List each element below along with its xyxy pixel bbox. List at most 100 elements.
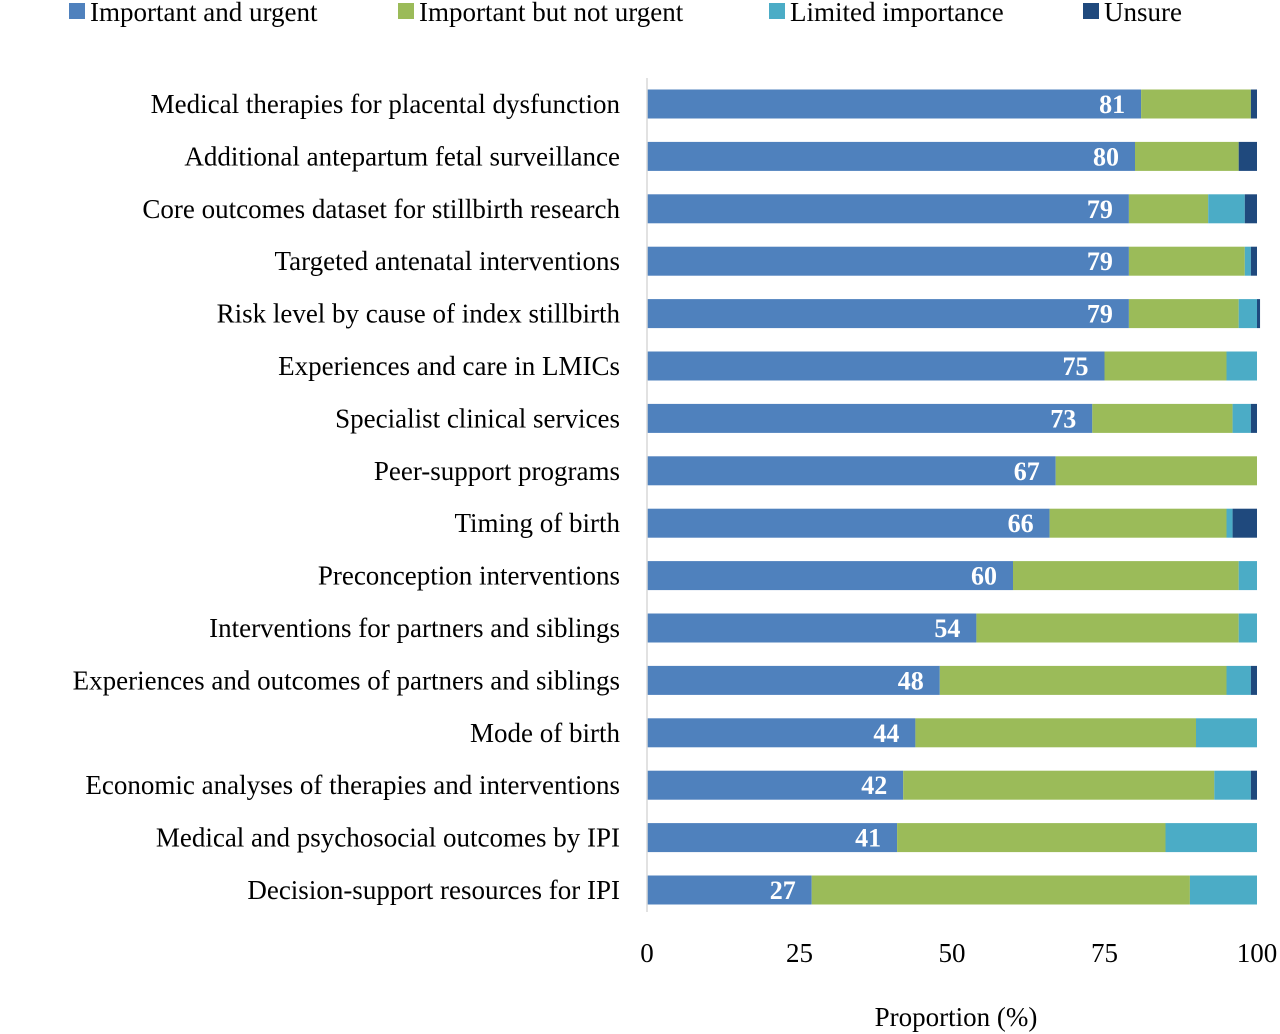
bar-segment [647,718,916,748]
category-label: Timing of birth [454,508,620,538]
data-labels: 81 80 79 79 79 75 73 67 66 60 54 48 44 42 41 27 [770,90,1125,905]
legend-label: Important but not urgent [419,0,684,27]
bar-segment [1165,823,1257,853]
category-label: Additional antepartum fetal surveillance [184,141,620,171]
category-label: Specialist clinical services [335,403,620,433]
category-label: Targeted antenatal interventions [275,246,620,276]
bar-segment [811,875,1190,905]
bar-segment [647,456,1056,486]
bar-segment [1238,141,1257,171]
bar-segment [1104,351,1227,381]
bar-segment [647,141,1135,171]
category-label: Medical and psychosocial outcomes by IPI [156,823,620,853]
category-label: Economic analyses of therapies and inter… [85,770,620,800]
bar-segment [1189,875,1257,905]
category-label: Interventions for partners and siblings [209,613,620,643]
bar-segment [1214,770,1251,800]
data-label: 42 [861,771,887,800]
bar-segment [1232,403,1251,433]
category-label: Medical therapies for placental dysfunct… [151,89,621,119]
bar-segment [647,665,940,695]
bar-segment [1238,613,1257,643]
bar-segment [1128,299,1239,329]
category-label: Decision-support resources for IPI [247,875,620,905]
category-label: Preconception interventions [318,561,620,591]
data-label: 48 [898,666,924,695]
data-label: 67 [1014,457,1040,486]
bar-segment [1226,508,1233,538]
legend-swatch [1083,3,1099,19]
bar-segment [647,561,1013,591]
bar-segment [1250,665,1257,695]
category-label: Mode of birth [470,718,620,748]
bar-segment [1244,194,1257,224]
bar-segment [1226,351,1257,381]
legend-swatch [769,3,785,19]
bar-segment [1135,141,1239,171]
bar-segment [647,299,1129,329]
bar-segment [647,403,1093,433]
bar-segment [1257,299,1261,329]
bar-segment [976,613,1239,643]
data-label: 79 [1087,195,1113,224]
data-label: 79 [1087,300,1113,329]
bar-segment [915,718,1196,748]
x-tick-label: 25 [786,938,813,968]
bar-segment [1244,246,1251,276]
bar-segment [1238,561,1257,591]
legend-label: Unsure [1104,0,1182,27]
x-tick-label: 0 [640,938,654,968]
legend-label: Limited importance [790,0,1004,27]
bar-segment [1049,508,1227,538]
data-label: 79 [1087,247,1113,276]
bar-segment [1013,561,1239,591]
bar-segment [1250,89,1257,119]
x-axis-ticks: 0 25 50 75 100 [640,938,1277,968]
bar-segment [1208,194,1245,224]
data-label: 81 [1099,90,1125,119]
category-label: Risk level by cause of index stillbirth [217,299,621,329]
legend-swatch [69,3,85,19]
data-label: 44 [873,719,899,748]
bar-segment [1055,456,1257,486]
bar-segment [1141,89,1251,119]
bar-segment [647,823,898,853]
bar-segment [1226,665,1251,695]
bar-segment [647,246,1129,276]
bar-segment [903,770,1215,800]
bar-segment [647,508,1050,538]
data-label: 73 [1050,404,1076,433]
bar-segment [1092,403,1233,433]
bar-segment [647,351,1105,381]
data-label: 75 [1063,352,1089,381]
category-label: Experiences and outcomes of partners and… [73,665,620,695]
bar-segment [1238,299,1257,329]
x-tick-label: 75 [1091,938,1118,968]
bar-segment [939,665,1227,695]
data-label: 41 [855,824,881,853]
data-label: 80 [1093,142,1119,171]
category-label: Experiences and care in LMICs [278,351,620,381]
data-label: 60 [971,562,997,591]
category-label: Core outcomes dataset for stillbirth res… [142,194,620,224]
bar-segment [1232,508,1257,538]
data-label: 66 [1008,509,1034,538]
x-axis-title: Proportion (%) [875,1002,1038,1032]
category-labels: Medical therapies for placental dysfunct… [73,89,621,905]
bar-segment [1250,246,1257,276]
bar-segment [647,613,977,643]
bar-segment [647,770,904,800]
bar-segment [647,89,1142,119]
bars [647,89,1261,905]
bar-segment [1128,194,1209,224]
data-label: 54 [934,614,960,643]
bar-segment [647,875,812,905]
bar-segment [647,194,1129,224]
bar-segment [1196,718,1257,748]
legend-label: Important and urgent [90,0,318,27]
legend: Important and urgent Important but not ur… [69,0,1182,27]
bar-segment [1128,246,1245,276]
bar-segment [897,823,1166,853]
x-tick-label: 50 [939,938,966,968]
